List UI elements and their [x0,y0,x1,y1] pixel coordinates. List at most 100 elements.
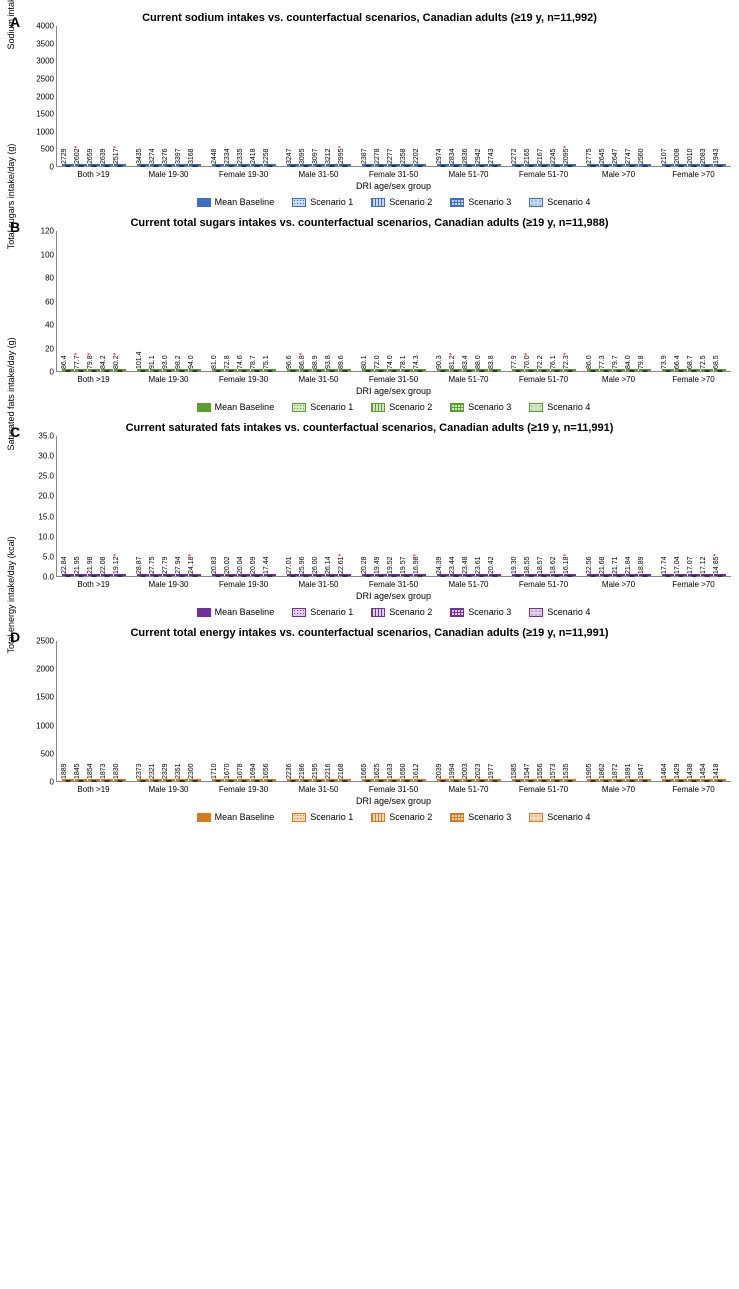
bar-value-label: 1650 [400,763,407,779]
x-tick-label: Female >70 [656,782,731,794]
bar-value-label: 93.0 [162,355,169,369]
bar-group: 24.3923.4423.4823.6120.42 [431,436,506,576]
y-tick: 3000 [16,57,54,66]
bar-group: 19051862187218911847 [581,641,656,781]
bar-value-label: 83.8 [488,355,495,369]
x-tick-label: Both >19 [56,372,131,384]
legend-label: Mean Baseline [215,812,275,822]
bar-value-label: 2729 [61,148,68,164]
bar-value-label: 74.6 [237,355,244,369]
legend-item: Scenario 1 [292,812,353,822]
y-axis-label: Saturated fats intake/day (g) [6,337,16,450]
legend-item: Mean Baseline [197,812,275,822]
chart-title: Current total sugars intakes vs. counter… [8,217,731,229]
bar-value-label: 2236 [286,763,293,779]
x-tick-label: Male 51-70 [431,782,506,794]
legend-swatch [292,198,306,207]
bar-value-label: 78.1 [400,355,407,369]
y-tick: 10.0 [16,532,54,541]
plot-area: 22.8421.9521.9822.0819.12*28.8727.7527.7… [56,436,731,577]
legend-swatch [529,403,543,412]
x-tick-label: Male 19-30 [131,372,206,384]
bar-group: 18891845185418731830 [57,641,132,781]
bar-group: 16651625163316501612 [357,641,432,781]
legend-item: Scenario 3 [450,607,511,617]
y-ticks: 020406080100120 [16,231,54,372]
x-labels: Both >19Male 19-30Female 19-30Male 31-50… [56,782,731,794]
bar-group: 22.8421.9521.9822.0819.12* [57,436,132,576]
bar-value-label: 1977 [488,763,495,779]
legend-item: Scenario 4 [529,402,590,412]
y-tick: 1500 [16,110,54,119]
bar-value-label: 3097 [312,148,319,164]
legend-swatch [450,813,464,822]
bar-value-label: 17.74 [661,556,668,574]
x-tick-label: Both >19 [56,167,131,179]
bar-value-label: 68.5 [713,355,720,369]
bar-value-label: 26.00 [312,556,319,574]
significance-star: * [563,554,570,557]
y-axis-label: Total sugars intake/day (g) [6,143,16,249]
bar-value-label: 2165 [524,148,531,164]
legend-swatch [197,608,211,617]
bar-value-label: 1694 [250,763,257,779]
bar-value-label: 22.61* [338,554,345,574]
bar-value-label: 2639 [100,148,107,164]
legend-item: Scenario 3 [450,812,511,822]
y-tick: 25.0 [16,472,54,481]
bar-value-label: 2003 [462,763,469,779]
bar-value-label: 72.5 [700,355,707,369]
bar-value-label: 1862 [599,763,606,779]
legend-label: Scenario 4 [547,402,590,412]
bar-value-label: 2448 [211,148,218,164]
bar-value-label: 88.0 [475,355,482,369]
bar-value-label: 2168 [338,763,345,779]
bar-value-label: 1547 [524,763,531,779]
bar-value-label: 2647 [612,148,619,164]
bar-group: 27752645264727472560 [581,26,656,166]
bar-value-label: 27.75 [149,556,156,574]
bar-group: 28.8727.7527.7927.9424.18* [132,436,207,576]
legend-swatch [292,608,306,617]
legend-item: Scenario 2 [371,607,432,617]
bar-value-label: 3276 [162,148,169,164]
y-tick: 15.0 [16,512,54,521]
bar-value-label: 2258 [263,148,270,164]
bar-value-label: 89.6 [338,355,345,369]
bar-group: 80.172.074.078.174.3 [357,231,432,371]
x-tick-label: Male 19-30 [131,782,206,794]
bar-value-label: 2278 [374,148,381,164]
bar-value-label: 18.62 [550,556,557,574]
bar-value-label: 2272 [511,148,518,164]
bar-value-label: 1889 [61,763,68,779]
bar-value-label: 19.30 [511,556,518,574]
bar-value-label: 72.2 [537,355,544,369]
bar-value-label: 2560 [638,148,645,164]
bar-value-label: 16.98* [413,554,420,574]
bar-value-label: 2008 [674,148,681,164]
bar-group: 22722165216722452095* [506,26,581,166]
legend-label: Mean Baseline [215,197,275,207]
legend-swatch [371,403,385,412]
y-tick: 0 [16,778,54,787]
bar-value-label: 22.84 [61,556,68,574]
bar-value-label: 19.12* [113,554,120,574]
bar-value-label: 2418 [250,148,257,164]
y-tick: 0 [16,163,54,172]
bar-value-label: 75.1 [263,355,270,369]
bar-value-label: 2107 [661,148,668,164]
bar-value-label: 28.87 [136,556,143,574]
bar-value-label: 22.56 [586,556,593,574]
bar-group: 22.5621.6821.7121.8418.89 [581,436,656,576]
bar-group: 81.072.874.678.775.1 [207,231,282,371]
bar-value-label: 83.4 [462,355,469,369]
bar-value-label: 1625 [374,763,381,779]
bar-group: 15851547155615731535 [506,641,581,781]
bar-value-label: 1854 [87,763,94,779]
significance-star: * [113,554,120,557]
bar-group: 90.381.2*83.488.083.8 [431,231,506,371]
bar-value-label: 18.89 [638,556,645,574]
y-tick: 2500 [16,74,54,83]
bar-value-label: 72.3* [563,353,570,369]
significance-star: * [74,146,81,149]
